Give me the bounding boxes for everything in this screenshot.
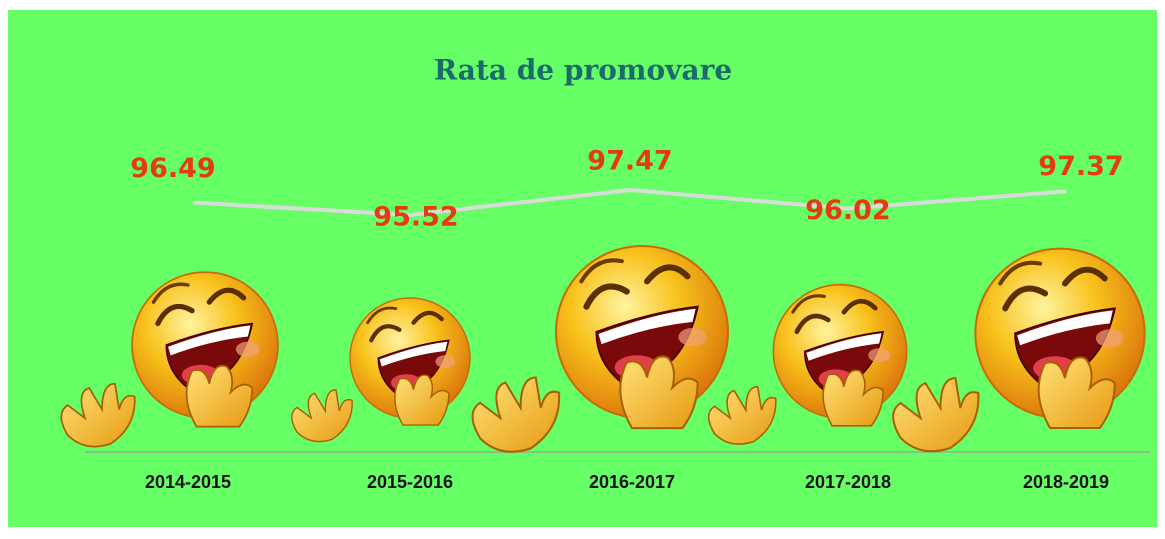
emoji-eye xyxy=(206,287,247,305)
emoji-eye xyxy=(794,313,831,335)
emoji-cheek xyxy=(868,348,891,363)
emoji-layer xyxy=(60,244,1146,453)
emoji-teeth xyxy=(1017,310,1113,346)
emoji-teeth xyxy=(598,308,696,345)
line xyxy=(192,187,1067,218)
emoji-eye xyxy=(583,283,630,310)
emoji-teeth xyxy=(806,333,882,361)
emoji xyxy=(707,283,908,445)
emoji-eye xyxy=(155,303,195,327)
emoji-eye xyxy=(644,264,691,285)
emoji-hand xyxy=(822,369,884,427)
emoji xyxy=(892,247,1146,453)
value-label: 95.52 xyxy=(373,202,458,233)
emoji-cheek xyxy=(235,341,260,358)
emoji xyxy=(291,297,471,443)
emoji-wave xyxy=(892,377,980,453)
x-tick-label: 2017-2018 xyxy=(805,472,891,492)
emoji-teeth xyxy=(379,341,448,367)
x-tick-label: 2018-2019 xyxy=(1023,472,1109,492)
emoji xyxy=(60,271,279,448)
value-label: 97.47 xyxy=(587,146,672,177)
emoji xyxy=(471,244,730,453)
emoji-eye xyxy=(841,298,878,315)
emoji-brow xyxy=(791,294,826,314)
emoji-eye xyxy=(1061,266,1108,287)
emoji-brow xyxy=(998,260,1043,286)
emoji-teeth xyxy=(168,325,251,356)
emoji-brow xyxy=(366,306,398,325)
chart-title: Rata de promovare xyxy=(434,54,732,87)
emoji-cheek xyxy=(1095,329,1124,348)
emoji-eye xyxy=(369,324,402,343)
emoji-cheek xyxy=(678,327,707,347)
value-label: 97.37 xyxy=(1038,151,1123,182)
emoji-cheek xyxy=(435,355,456,368)
plot-background xyxy=(8,10,1157,527)
emoji-hand xyxy=(394,374,450,426)
line-layer: 96.49 95.52 97.47 96.02 97.37 2014-2015 2015-2… xyxy=(130,146,1123,492)
x-tick-label: 2014-2015 xyxy=(145,472,231,492)
emoji-hand xyxy=(619,355,699,430)
emoji-wave xyxy=(707,385,777,445)
value-label: 96.49 xyxy=(130,153,215,184)
emoji-wave xyxy=(291,389,353,443)
emoji-wave xyxy=(471,376,561,453)
emoji-brow xyxy=(579,258,624,284)
x-tick-label: 2016-2017 xyxy=(589,472,675,492)
emoji-wave xyxy=(60,382,136,448)
x-tick-label: 2015-2016 xyxy=(367,472,453,492)
value-label: 96.02 xyxy=(805,195,890,226)
emoji-eye xyxy=(1002,285,1049,312)
emoji-eye xyxy=(411,310,444,325)
emoji-brow xyxy=(151,282,190,304)
emoji-hand xyxy=(1037,356,1116,429)
emoji-hand xyxy=(185,364,254,428)
